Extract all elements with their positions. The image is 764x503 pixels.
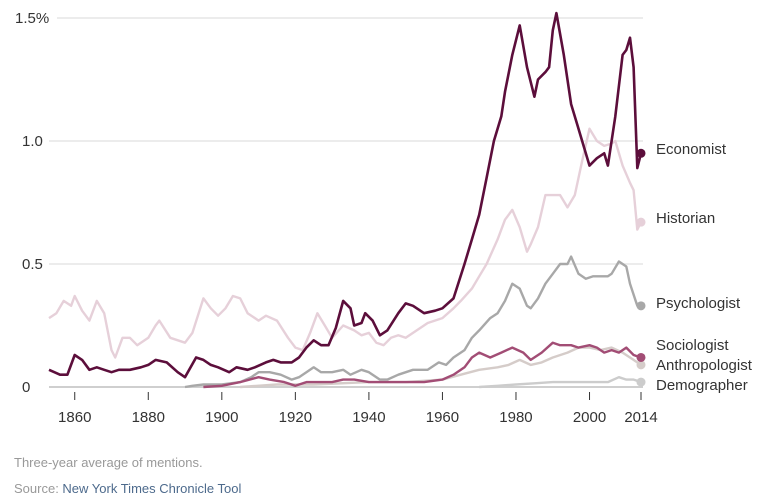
economist-label: Economist [656,141,727,158]
psychologist-label: Psychologist [656,295,741,312]
demographer-label: Demographer [656,377,748,394]
y-tick-label: 1.0 [22,133,43,150]
historian-end-marker [636,217,646,227]
x-tick-label: 1860 [58,409,91,426]
demographer-line [479,376,642,389]
x-tick-label: 1960 [426,409,459,426]
y-tick-label: 0 [22,379,30,396]
gridlines [49,17,643,388]
economist-end-marker [636,148,646,158]
y-tick-label: 1.5% [15,10,49,27]
x-tick-label: 2000 [573,409,606,426]
source-link[interactable]: New York Times Chronicle Tool [62,481,242,496]
x-tick-label: 2014 [624,409,657,426]
sociologist-label: Sociologist [656,337,729,354]
x-tick-label: 1980 [499,409,532,426]
y-axis: 0 0.5 1.0 1.5% [15,10,49,396]
y-tick-label: 0.5 [22,256,43,273]
x-tick-label: 1920 [279,409,312,426]
x-tick-label: 1940 [352,409,385,426]
economist-line [48,11,643,379]
anthropologist-label: Anthropologist [656,357,753,374]
series-labels: Historian Demographer Anthropologist Psycho… [656,141,753,394]
sociologist-line [203,341,642,389]
sociologist-end-marker [636,352,646,362]
x-tick-label: 1880 [132,409,165,426]
x-tick-label: 1900 [205,409,238,426]
historian-label: Historian [656,210,715,227]
line-chart: 0 0.5 1.0 1.5% 1860 1880 1900 1920 1940 1960 1980… [15,10,753,426]
series-lines [48,11,646,389]
source-prefix: Source: [14,481,63,496]
footnote: Three-year average of mentions. [14,455,203,470]
demographer-end-marker [636,377,646,387]
psychologist-line [184,255,641,389]
anthropologist-end-marker [636,360,646,370]
x-axis: 1860 1880 1900 1920 1940 1960 1980 2000 2014 [58,392,658,426]
psychologist-end-marker [636,301,646,311]
source-line: Source: New York Times Chronicle Tool [14,481,241,496]
historian-line [48,127,643,359]
